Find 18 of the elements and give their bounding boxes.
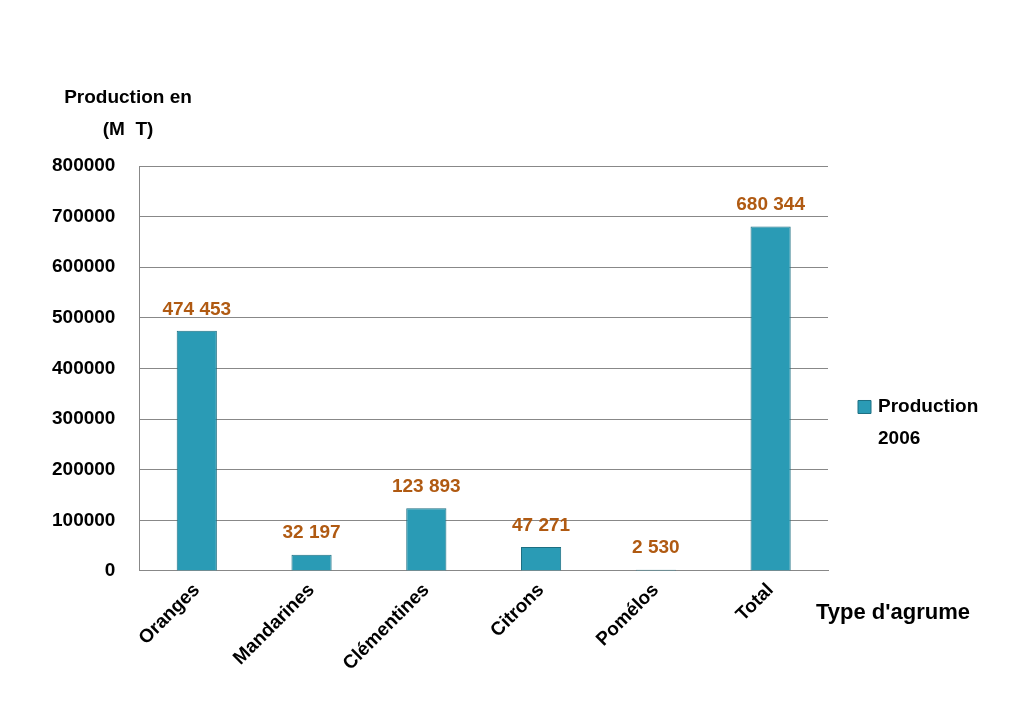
y-axis-title: Production en (M T) bbox=[64, 86, 192, 139]
data-label: 32 197 bbox=[282, 521, 341, 543]
x-axis-title: Type d'agrume bbox=[816, 599, 970, 625]
data-label: 680 344 bbox=[736, 193, 806, 215]
y-tick-label: 0 bbox=[104, 559, 116, 581]
y-tick-label: 300000 bbox=[52, 407, 116, 429]
y-tick-label: 600000 bbox=[52, 255, 116, 277]
y-tick-label: 200000 bbox=[52, 457, 116, 479]
y-tick-label: 400000 bbox=[52, 356, 116, 378]
data-label: 47 271 bbox=[512, 513, 571, 535]
legend-label: Production 2006 bbox=[878, 394, 979, 448]
y-tick-label: 100000 bbox=[52, 508, 116, 530]
data-label: 474 453 bbox=[162, 297, 232, 319]
data-label: 123 893 bbox=[391, 475, 461, 496]
y-tick-label: 700000 bbox=[52, 204, 116, 226]
data-label: 2 530 bbox=[632, 536, 680, 558]
y-tick-label: 800000 bbox=[52, 154, 116, 176]
y-tick-label: 500000 bbox=[52, 306, 116, 328]
